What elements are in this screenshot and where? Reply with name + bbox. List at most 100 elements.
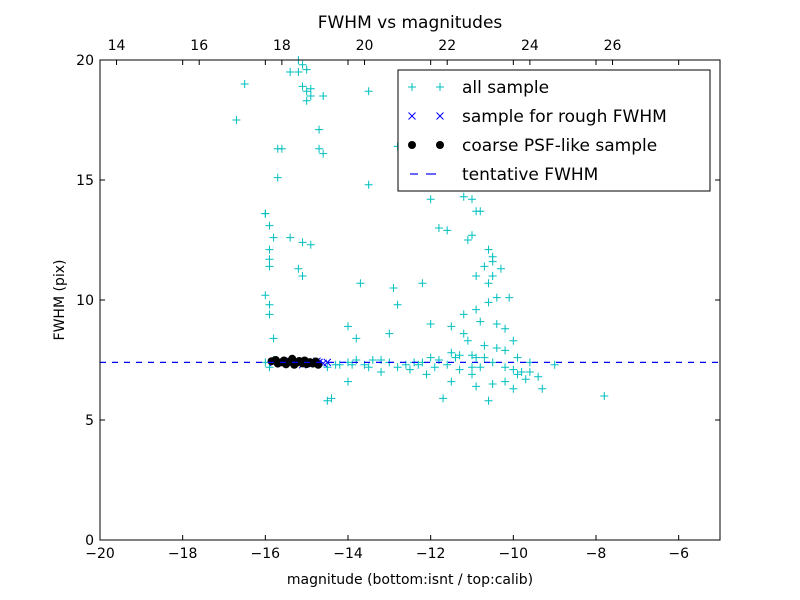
top-tick-label: 16 [190, 38, 208, 54]
all-sample-point [315, 125, 324, 134]
all-sample-point [426, 353, 435, 362]
all-sample-point [468, 363, 476, 372]
legend-circle-swatch [408, 141, 416, 149]
all-sample-point [422, 370, 431, 379]
legend-label: sample for rough FWHM [462, 107, 667, 127]
legend-frame [397, 69, 711, 192]
x-tick-label: −16 [251, 546, 281, 562]
all-sample-point [352, 334, 361, 343]
all-sample-point [550, 360, 559, 369]
all-sample-point [468, 370, 476, 379]
all-sample-point [240, 80, 249, 88]
all-sample-point [488, 272, 497, 280]
top-tick-label: 26 [604, 38, 622, 54]
all-sample-point [323, 396, 332, 405]
all-sample-point [265, 221, 274, 230]
all-sample-point [480, 262, 489, 271]
all-sample-point [459, 310, 468, 319]
x-tick-label: −10 [499, 546, 529, 562]
all-sample-point [484, 396, 493, 405]
all-sample-point [492, 320, 501, 328]
all-sample-point [406, 365, 414, 374]
all-sample-point [298, 82, 307, 91]
all-sample-point [265, 300, 274, 309]
all-sample-point [505, 293, 514, 302]
all-sample-point [476, 207, 485, 216]
all-sample-point [368, 356, 377, 364]
all-sample-point [439, 394, 448, 403]
all-sample-point [273, 173, 282, 182]
all-sample-point [525, 368, 534, 376]
x-tick-label: −14 [333, 546, 363, 562]
all-sample-point [488, 358, 497, 367]
y-axis-title: FWHM (pix) [52, 260, 68, 341]
all-sample-point [385, 329, 394, 338]
all-sample-point [472, 353, 481, 362]
all-sample-point [344, 377, 352, 386]
all-sample-point [480, 341, 489, 350]
all-sample-point [517, 368, 526, 376]
all-sample-point [315, 144, 324, 153]
all-sample-point [451, 353, 460, 362]
y-tick-label: 5 [85, 413, 94, 429]
all-sample-point [443, 360, 452, 369]
all-sample-point [434, 224, 443, 232]
all-sample-point [364, 363, 373, 372]
all-sample-point [414, 360, 423, 369]
all-sample-point [492, 344, 501, 352]
all-sample-point [265, 262, 274, 271]
y-tick-label: 0 [85, 533, 94, 549]
all-sample-point [447, 377, 456, 386]
all-sample-point [513, 353, 522, 362]
all-sample-point [389, 284, 398, 292]
all-sample-point [261, 209, 270, 218]
legend-label: all sample [462, 78, 549, 98]
all-sample-point [269, 334, 278, 343]
all-sample-point [302, 87, 311, 96]
x-tick-label: −20 [85, 546, 115, 562]
all-sample-point [364, 87, 373, 96]
legend-circle-swatch [436, 141, 444, 149]
all-sample-point [501, 324, 510, 333]
all-sample-point [344, 322, 352, 331]
legend-label: tentative FWHM [462, 165, 598, 185]
all-sample-point [455, 351, 464, 360]
all-sample-point [232, 116, 241, 124]
all-sample-point [468, 195, 476, 204]
all-sample-point [509, 365, 518, 374]
legend: all sample sample for rough FWHM coarse PS… [397, 69, 711, 192]
x-tick-label: −6 [668, 546, 689, 562]
all-sample-point [484, 279, 493, 288]
all-sample-point [468, 351, 476, 360]
all-sample-point [501, 346, 510, 355]
all-sample-point [472, 305, 481, 314]
all-sample-point [393, 363, 402, 372]
all-sample-point [472, 272, 481, 280]
all-sample-point [418, 279, 427, 288]
legend-label: coarse PSF-like sample [462, 136, 657, 156]
top-tick-label: 22 [438, 38, 456, 54]
legend-x-swatch [408, 112, 416, 120]
all-sample-point [294, 264, 303, 273]
top-tick-label: 14 [108, 38, 126, 54]
all-sample-point [306, 240, 315, 249]
all-sample-point [265, 245, 274, 254]
all-sample-point [306, 84, 315, 93]
x-tick-label: −12 [416, 546, 446, 562]
all-sample-point [265, 310, 274, 319]
all-sample-point [356, 279, 365, 288]
all-sample-point [463, 236, 472, 244]
all-sample-point [476, 317, 485, 326]
all-sample-point [484, 245, 493, 254]
all-sample-point [534, 372, 543, 381]
all-sample-point [294, 68, 303, 76]
x-tick-label: −8 [586, 546, 607, 562]
chart-title: FWHM vs magnitudes [318, 13, 503, 33]
all-sample-point [496, 264, 505, 273]
all-sample-point [364, 180, 373, 189]
all-sample-point [492, 293, 501, 302]
all-sample-point [501, 377, 510, 386]
y-tick-label: 10 [76, 293, 94, 309]
all-sample-point [480, 353, 489, 362]
